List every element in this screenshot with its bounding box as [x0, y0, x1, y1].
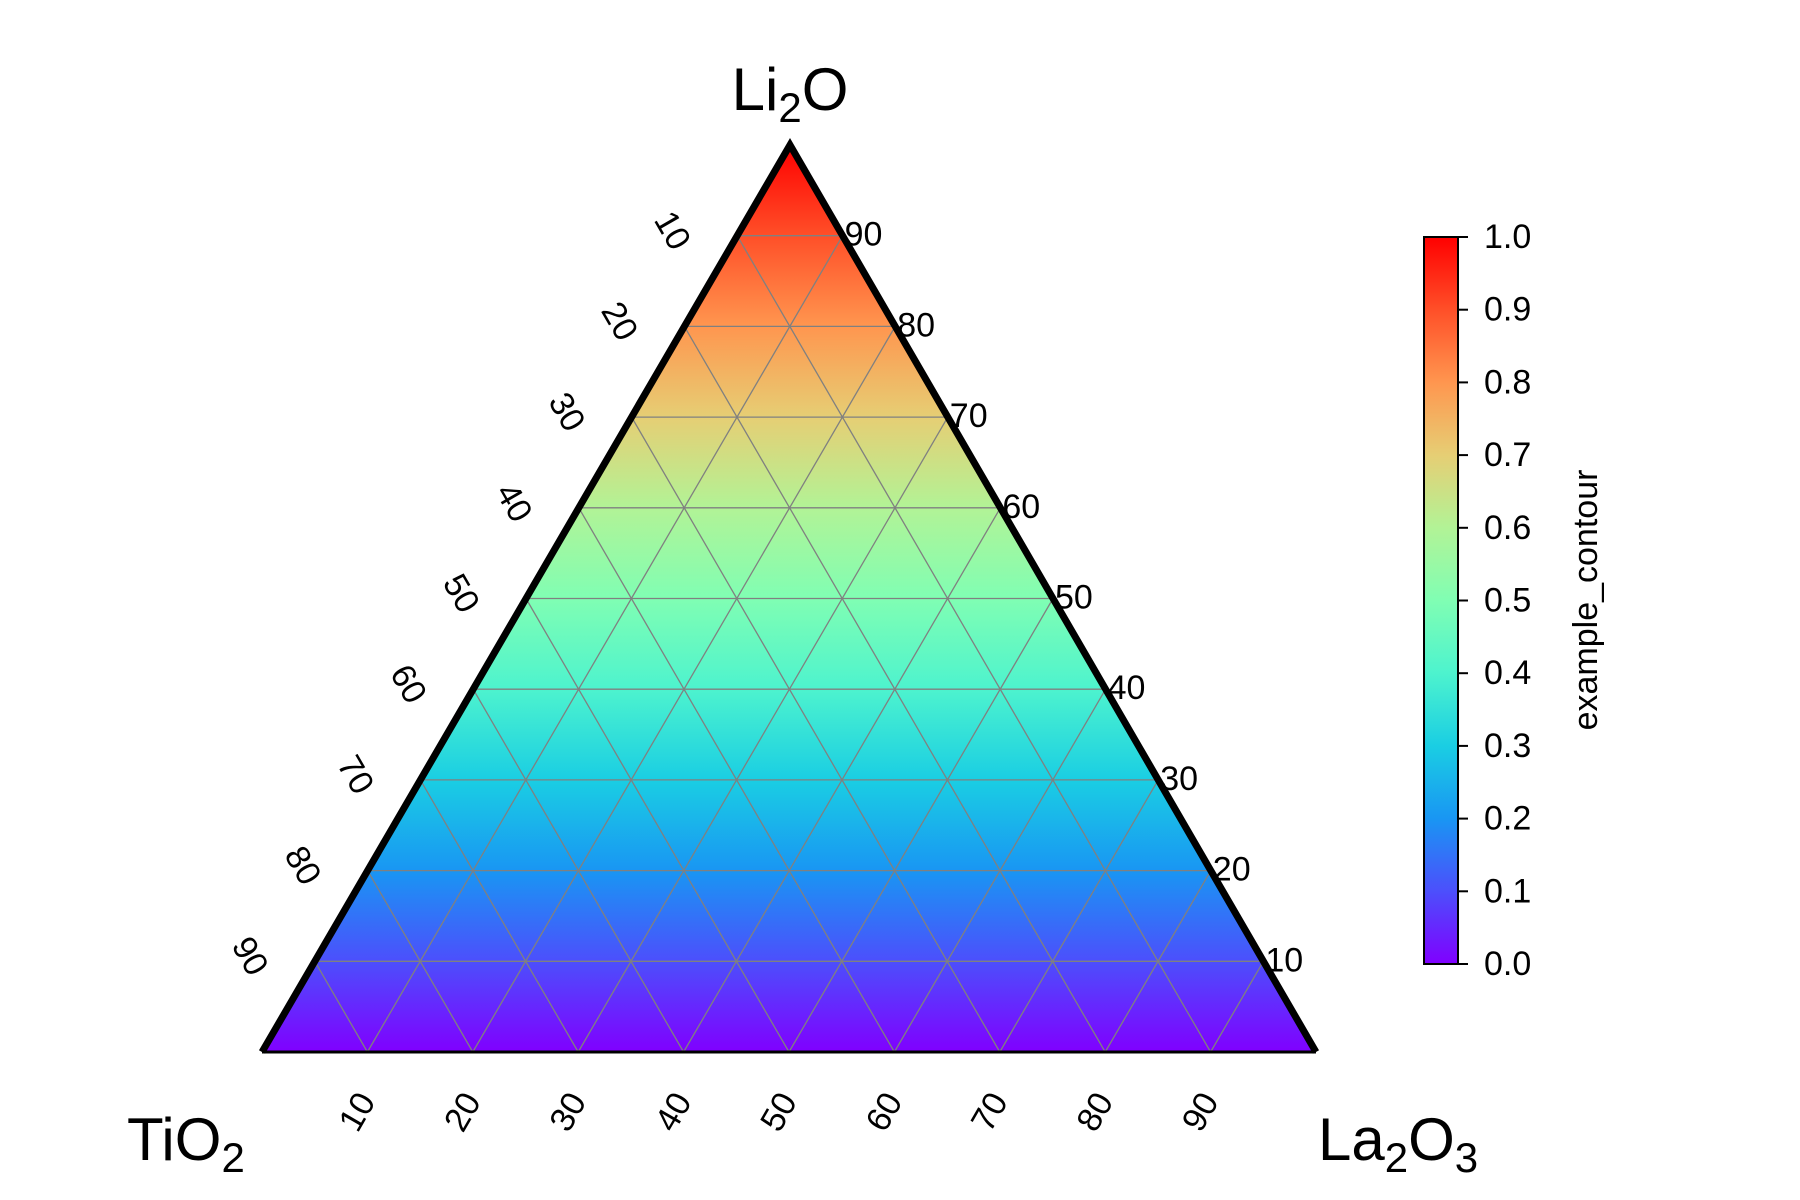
left-tick-label: 40 — [488, 477, 540, 529]
left-tick-label: 70 — [329, 749, 381, 801]
ternary-left-edge — [258, 138, 1320, 1054]
right-tick-label: 80 — [897, 306, 935, 344]
bottom-tick-label: 60 — [858, 1086, 910, 1138]
right-tick-label: 50 — [1055, 579, 1093, 617]
bottom-tick-label: 10 — [331, 1086, 383, 1138]
right-tick-label: 90 — [845, 216, 883, 254]
grid-line-r-80 — [367, 870, 474, 1053]
left-tick-label: 90 — [224, 930, 276, 982]
left-tick-label: 50 — [435, 568, 487, 620]
colorbar-tick-label: 0.0 — [1484, 945, 1531, 983]
colorbar — [1423, 236, 1459, 965]
bottom-tick-label: 50 — [753, 1086, 805, 1138]
grid-line-l-30 — [577, 416, 949, 1053]
bottom-axis-ticks: 10 20 30 40 50 60 70 80 90 — [331, 1086, 1226, 1138]
vertex-label-left: TiO2 — [127, 1106, 245, 1181]
colorbar-label: example_contour — [1567, 470, 1605, 731]
colorbar-tick-label: 0.8 — [1484, 363, 1531, 401]
left-tick-label: 60 — [382, 658, 434, 710]
right-tick-label: 30 — [1160, 760, 1198, 798]
right-tick-label: 10 — [1265, 941, 1303, 979]
grid-line-l-90 — [1210, 960, 1264, 1053]
vertex-label-top: Li2O — [732, 56, 849, 131]
bottom-tick-label: 20 — [437, 1086, 489, 1138]
bottom-tick-label: 30 — [542, 1086, 594, 1138]
colorbar-tick-label: 0.1 — [1484, 872, 1531, 910]
colorbar-tick-label: 0.3 — [1484, 727, 1531, 765]
colorbar-tick-label: 0.5 — [1484, 582, 1531, 620]
colorbar-tick-label: 0.2 — [1484, 800, 1531, 838]
bottom-tick-label: 90 — [1175, 1086, 1227, 1138]
grid-line-r-10 — [736, 235, 1212, 1053]
left-tick-label: 20 — [593, 296, 645, 348]
grid-line-l-70 — [999, 779, 1159, 1053]
colorbar-tick-label: 0.9 — [1484, 291, 1531, 329]
grid-line-l-50 — [788, 598, 1054, 1053]
colorbar-tick-label: 0.7 — [1484, 436, 1531, 474]
ternary-grid — [314, 235, 1264, 1053]
vertex-label-right: La2O3 — [1318, 1106, 1478, 1181]
grid-line-l-60 — [893, 688, 1107, 1053]
left-tick-label: 10 — [646, 205, 698, 257]
colorbar-tick-label: 1.0 — [1484, 218, 1531, 256]
colorbar-tick-label: 0.6 — [1484, 509, 1531, 547]
colorbar-ticks: 0.0 0.1 0.2 0.3 0.4 0.5 0.6 0.7 0.8 0.9 1.0 — [1458, 218, 1531, 983]
left-tick-label: 80 — [277, 840, 329, 892]
left-tick-label: 30 — [541, 386, 593, 438]
bottom-tick-label: 40 — [648, 1086, 700, 1138]
right-tick-label: 40 — [1108, 669, 1146, 707]
colorbar-tick-label: 0.4 — [1484, 654, 1531, 692]
grid-line-r-60 — [472, 688, 685, 1053]
grid-line-r-30 — [631, 416, 1001, 1053]
grid-line-r-70 — [419, 779, 579, 1053]
grid-line-l-10 — [366, 235, 844, 1053]
right-axis-ticks: 10 20 30 40 50 60 70 80 90 — [845, 216, 1304, 980]
bottom-tick-label: 70 — [964, 1086, 1016, 1138]
grid-line-l-80 — [1104, 870, 1212, 1053]
grid-line-r-90 — [314, 960, 368, 1053]
right-tick-label: 20 — [1213, 851, 1251, 889]
grid-line-r-50 — [525, 598, 790, 1053]
bottom-tick-label: 80 — [1069, 1086, 1121, 1138]
right-tick-label: 60 — [1002, 488, 1040, 526]
right-tick-label: 70 — [950, 397, 988, 435]
